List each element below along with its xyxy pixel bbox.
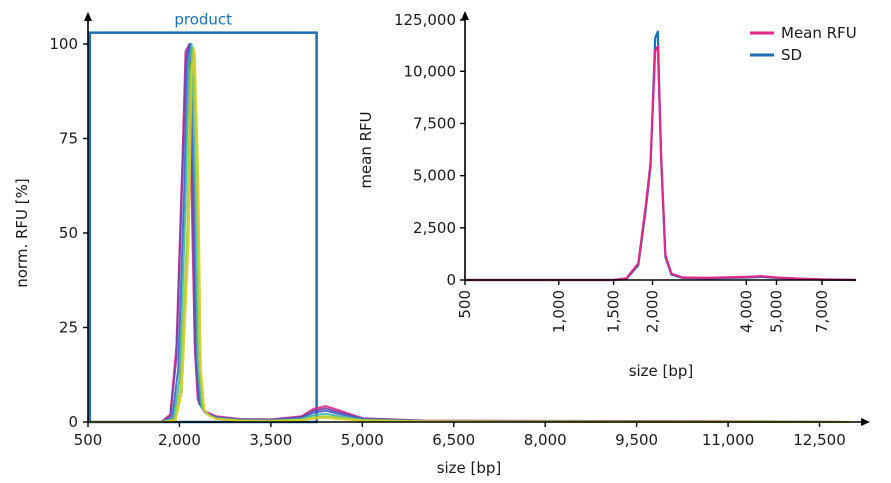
inset-chart: 0 2,500 5,000 7,500 10,000 125,000 500 1,000 1,5… — [357, 11, 857, 380]
inset-y-axis-arrow — [461, 11, 469, 20]
inset-y-tick-label: 2,500 — [413, 219, 456, 237]
main-x-tick-label: 8,000 — [524, 431, 567, 449]
main-y-tick-label: 50 — [59, 224, 78, 242]
main-x-tick-label: 11,000 — [702, 431, 755, 449]
inset-x-tick-label: 500 — [456, 290, 474, 319]
main-y-tick-label: 75 — [59, 130, 78, 148]
product-label: product — [174, 11, 232, 29]
main-x-tick-label: 500 — [74, 431, 103, 449]
product-region-box — [88, 31, 318, 424]
main-x-tick-label: 9,500 — [615, 431, 658, 449]
inset-y-tick-label: 7,500 — [413, 114, 456, 132]
main-x-tick-label: 2,000 — [158, 431, 201, 449]
inset-x-tick-label: 1,000 — [550, 290, 568, 333]
inset-x-tick-label: 7,000 — [813, 290, 831, 333]
main-y-axis-arrow — [84, 12, 92, 21]
main-x-axis-arrow — [861, 418, 870, 426]
main-y-tick-label: 100 — [49, 35, 78, 53]
inset-x-tick-label: 2,000 — [644, 290, 662, 333]
inset-x-tick-label: 4,000 — [737, 290, 755, 333]
inset-y-tick-label: 10,000 — [404, 62, 457, 80]
inset-y-tick-label: 5,000 — [413, 167, 456, 185]
legend-label-2: SD — [781, 46, 802, 64]
inset-y-tick-label: 0 — [446, 271, 456, 289]
main-y-tick-label: 25 — [59, 319, 78, 337]
inset-x-tick-label: 5,000 — [767, 290, 785, 333]
legend-label-1: Mean RFU — [781, 24, 857, 42]
inset-x-axis-label: size [bp] — [629, 362, 694, 380]
main-series-line-6 — [88, 50, 851, 423]
main-x-tick-label: 6,500 — [432, 431, 475, 449]
main-y-axis-label: norm. RFU [%] — [13, 178, 31, 288]
inset-series-line-2 — [465, 45, 857, 282]
main-x-axis-label: size [bp] — [437, 459, 502, 477]
main-x-tick-label: 3,500 — [249, 431, 292, 449]
inset-x-tick-label: 1,500 — [605, 290, 623, 333]
inset-y-axis-label: mean RFU — [357, 111, 375, 188]
main-x-tick-label: 5,000 — [341, 431, 384, 449]
main-x-tick-label: 12,500 — [793, 431, 846, 449]
inset-y-tick-label: 125,000 — [394, 11, 456, 29]
main-y-tick-label: 0 — [68, 413, 78, 431]
